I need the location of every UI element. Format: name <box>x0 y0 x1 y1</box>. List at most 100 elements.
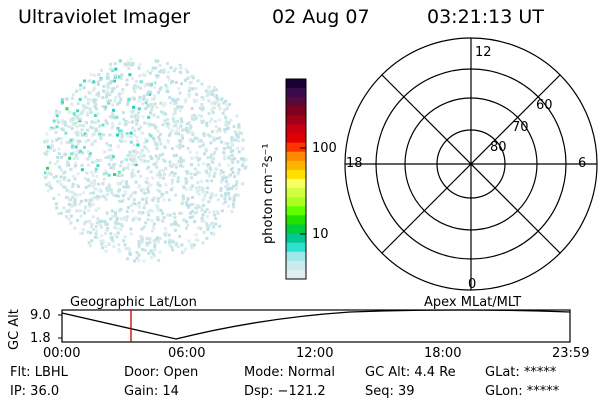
disk-pixel <box>95 107 98 111</box>
disk-pixel <box>235 180 239 184</box>
disk-pixel <box>228 195 231 199</box>
disk-pixel <box>111 103 114 107</box>
disk-pixel <box>233 138 237 142</box>
disk-pixel <box>176 245 180 249</box>
disk-pixel <box>192 113 196 117</box>
timeline-right-caption: Apex MLat/MLT <box>424 295 522 310</box>
disk-pixel <box>102 177 106 181</box>
disk-pixel <box>56 156 60 159</box>
disk-pixel <box>192 117 196 121</box>
disk-pixel <box>118 249 121 253</box>
disk-pixel <box>176 179 180 183</box>
disk-pixel <box>107 154 111 158</box>
disk-pixel <box>196 238 200 242</box>
disk-pixel <box>111 215 115 219</box>
disk-pixel <box>155 159 159 163</box>
disk-pixel <box>87 163 91 167</box>
disk-pixel <box>184 181 188 185</box>
disk-pixel <box>128 250 132 254</box>
disk-pixel <box>133 191 137 195</box>
disk-pixel <box>146 159 150 163</box>
disk-pixel <box>155 238 158 241</box>
disk-pixel <box>54 111 58 115</box>
disk-pixel <box>132 133 136 137</box>
disk-pixel <box>220 194 224 198</box>
disk-pixel <box>195 155 198 159</box>
disk-pixel <box>158 250 162 254</box>
disk-pixel <box>137 107 141 111</box>
disk-pixel <box>91 202 95 206</box>
disk-pixel <box>144 221 148 225</box>
disk-pixel <box>116 181 120 185</box>
disk-pixel <box>153 85 157 89</box>
disk-pixel <box>75 116 79 120</box>
disk-pixel <box>158 189 161 193</box>
disk-pixel <box>175 153 178 157</box>
disk-pixel <box>214 222 218 226</box>
disk-pixel <box>172 212 176 216</box>
disk-pixel <box>116 102 120 106</box>
disk-pixel <box>152 137 155 140</box>
disk-pixel <box>237 150 241 154</box>
disk-pixel <box>167 198 171 202</box>
disk-pixel <box>80 168 84 172</box>
disk-pixel <box>89 79 93 83</box>
info-gain: Gain: 14 <box>124 384 179 399</box>
disk-pixel <box>171 117 175 120</box>
disk-pixel <box>98 124 102 128</box>
disk-pixel <box>143 248 147 252</box>
disk-pixel <box>102 89 106 93</box>
disk-pixel <box>142 187 146 191</box>
disk-pixel <box>179 162 183 166</box>
disk-pixel <box>224 185 228 189</box>
disk-pixel <box>147 190 150 194</box>
disk-pixel <box>125 63 128 67</box>
disk-pixel <box>149 256 153 260</box>
disk-pixel <box>94 167 98 171</box>
disk-pixel <box>200 216 204 220</box>
disk-pixel <box>234 193 238 197</box>
disk-pixel <box>84 95 88 99</box>
disk-pixel <box>51 139 54 143</box>
polar-label-80: 80 <box>490 140 507 155</box>
disk-pixel <box>197 163 201 167</box>
disk-pixel <box>233 175 237 179</box>
disk-pixel <box>212 106 216 110</box>
disk-pixel <box>205 236 209 240</box>
disk-pixel <box>137 240 141 243</box>
disk-pixel <box>156 129 160 133</box>
disk-pixel <box>222 151 226 155</box>
disk-pixel <box>187 94 191 98</box>
colorbar-segment <box>286 151 306 162</box>
disk-pixel <box>162 158 166 162</box>
disk-pixel <box>173 228 177 232</box>
disk-pixel <box>104 196 107 200</box>
disk-pixel <box>97 182 101 186</box>
disk-pixel <box>143 191 147 195</box>
info-glat: GLat: ***** <box>485 365 557 380</box>
disk-pixel <box>107 242 111 246</box>
colorbar-label-100: 100 <box>312 141 337 156</box>
disk-pixel <box>205 222 209 226</box>
disk-pixel <box>95 221 99 225</box>
disk-pixel <box>231 202 235 206</box>
disk-pixel <box>103 220 107 224</box>
disk-pixel <box>165 190 169 194</box>
disk-pixel <box>188 216 192 219</box>
disk-pixel <box>186 131 190 135</box>
disk-pixel <box>78 202 82 206</box>
disk-pixel <box>210 117 213 121</box>
disk-pixel <box>155 60 158 63</box>
disk-pixel <box>194 206 198 210</box>
disk-pixel <box>92 186 96 189</box>
disk-pixel <box>102 133 106 137</box>
disk-pixel <box>152 162 156 166</box>
disk-pixel <box>147 103 151 107</box>
disk-pixel <box>125 132 129 136</box>
disk-pixel <box>60 211 63 215</box>
disk-pixel <box>185 179 189 183</box>
disk-pixel <box>210 179 214 183</box>
disk-pixel <box>161 212 165 215</box>
disk-pixel <box>133 202 137 206</box>
disk-pixel <box>236 193 240 197</box>
